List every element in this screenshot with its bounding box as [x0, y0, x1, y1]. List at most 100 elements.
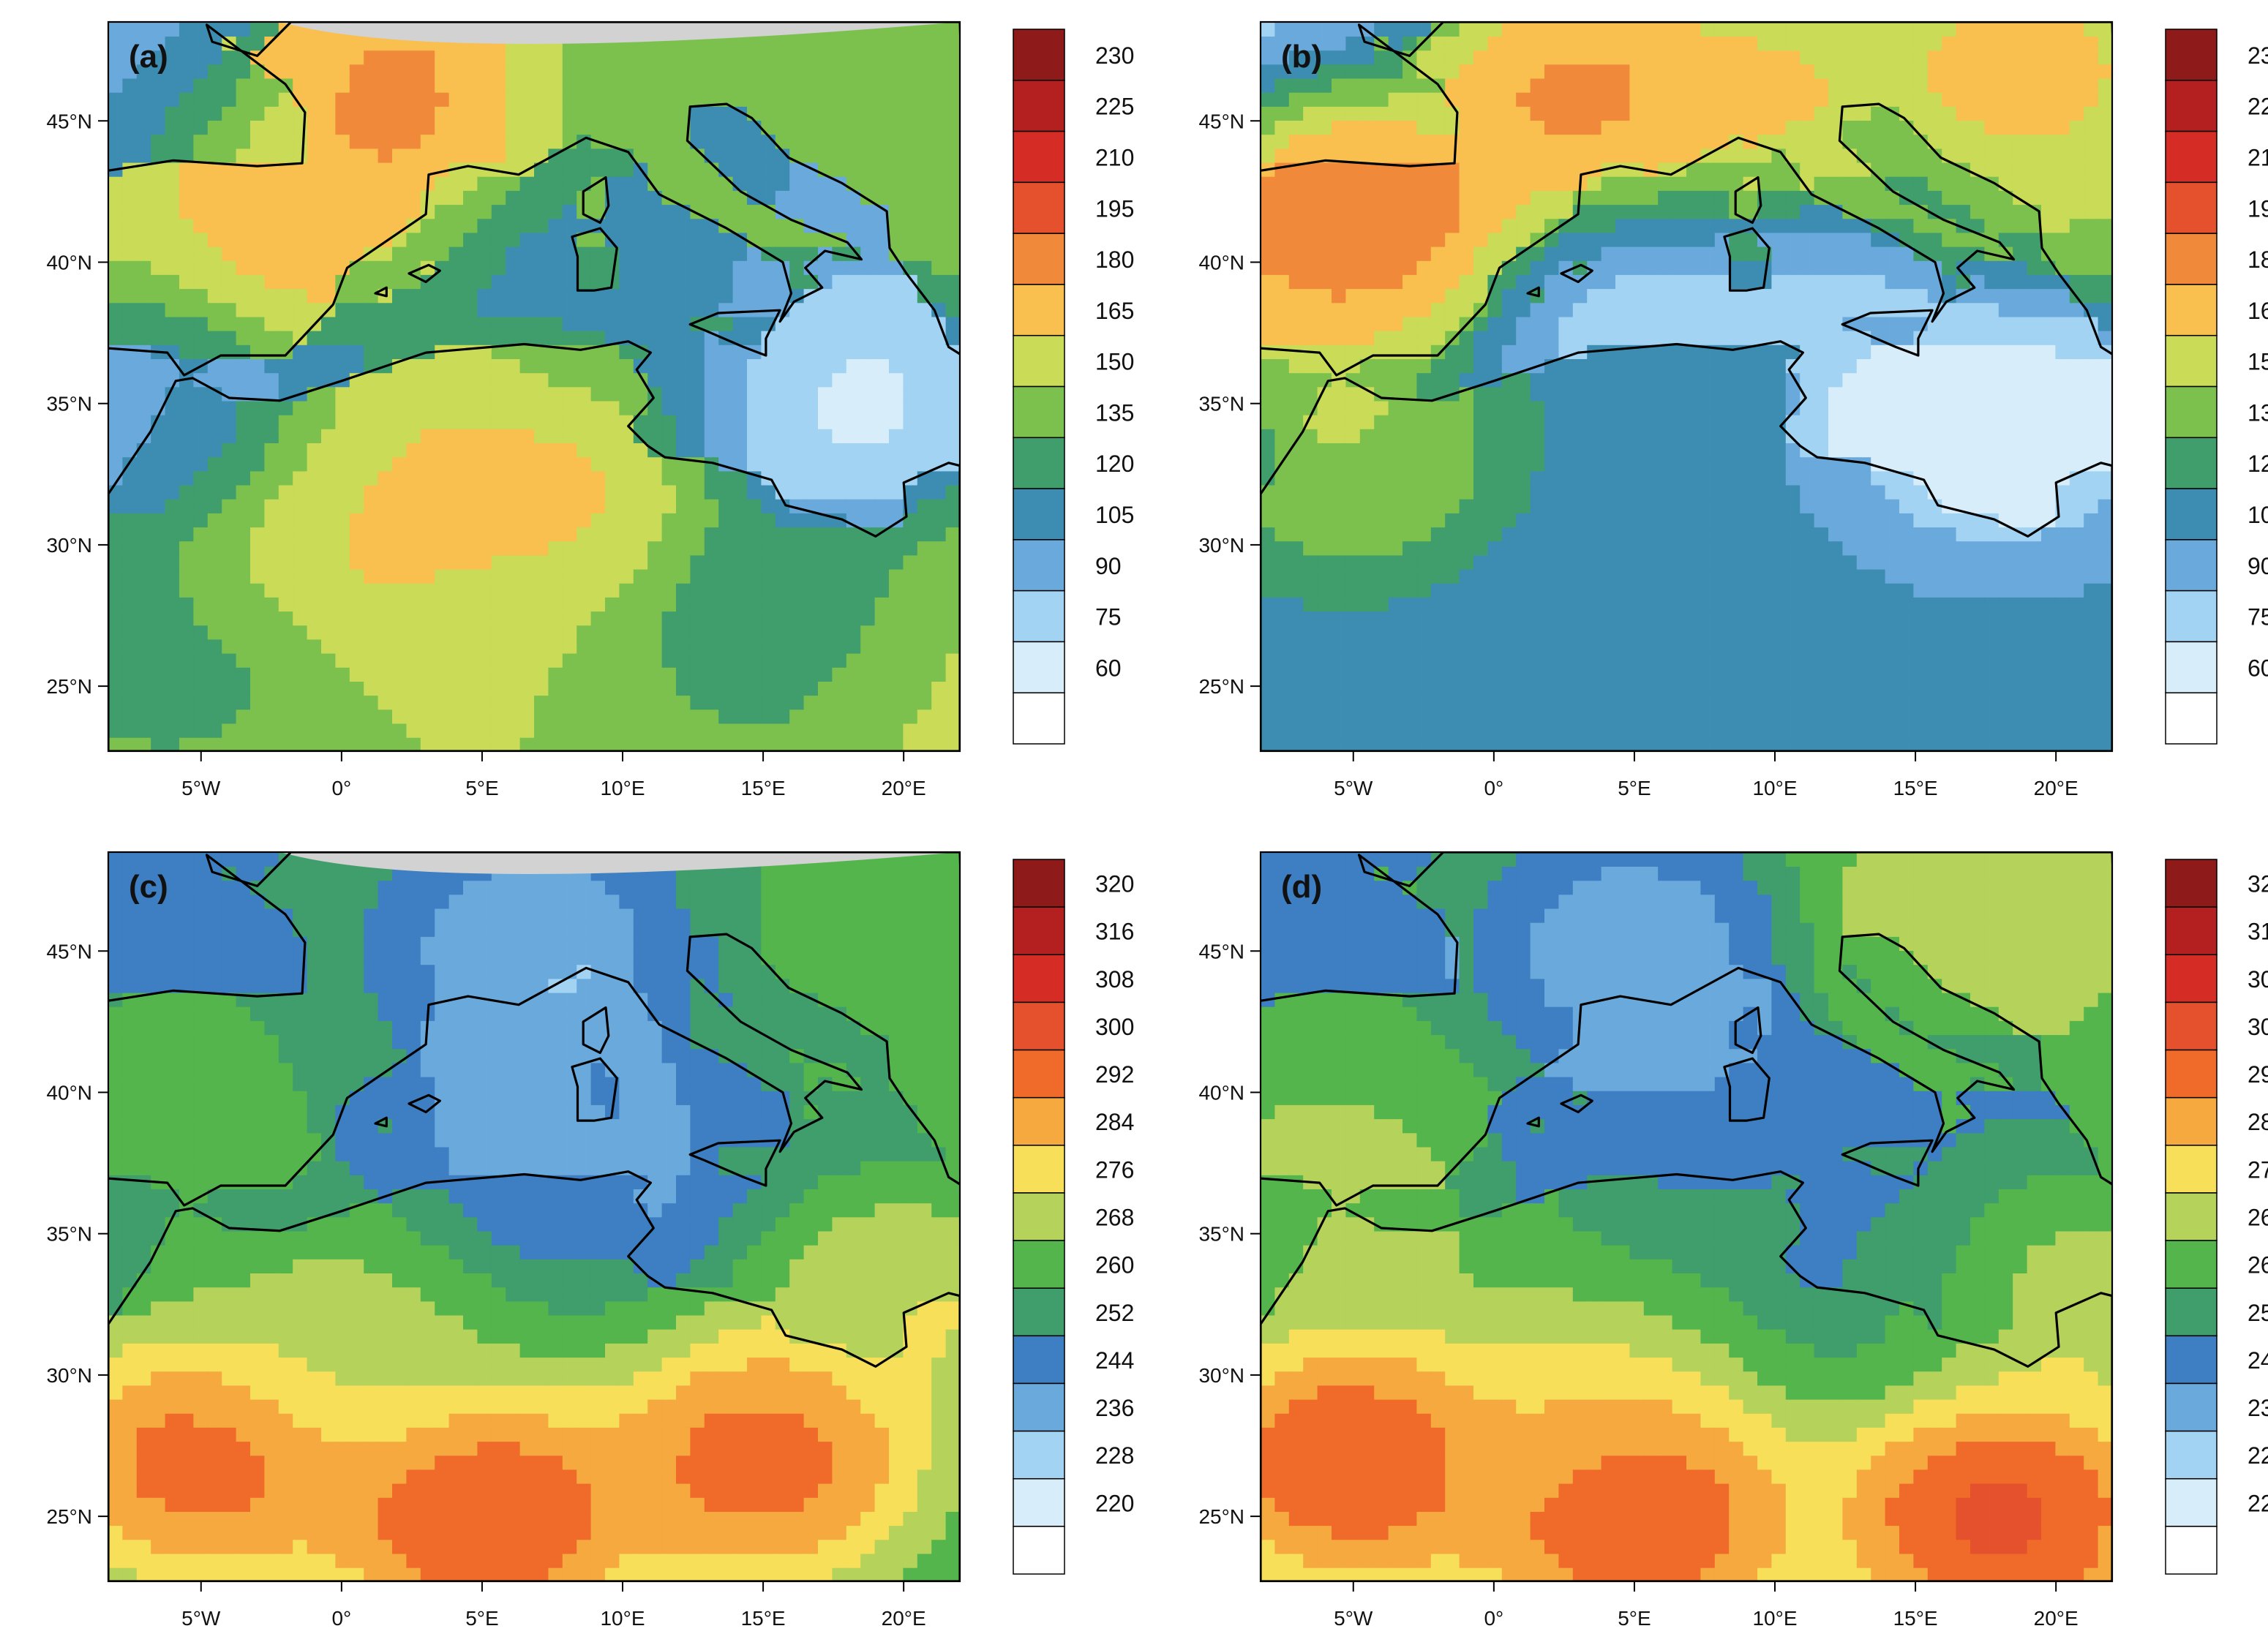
colorbar-label: 135: [2248, 399, 2268, 426]
colorbar-box: [2166, 1050, 2217, 1098]
colorbar-label: 90: [2248, 553, 2268, 579]
colorbar-label: 135: [1095, 399, 1134, 426]
lon-tick-label: 20°E: [882, 777, 926, 799]
colorbar-box: [2166, 1479, 2217, 1526]
lat-tick-label: 30°N: [46, 534, 92, 557]
lon-tick-label: 15°E: [1893, 777, 1938, 799]
colorbar-label: 195: [2248, 195, 2268, 222]
lon-tick-label: 15°E: [1893, 1607, 1938, 1630]
lon-tick-label: 20°E: [2034, 777, 2079, 799]
lon-tick-label: 0°: [331, 777, 351, 799]
colorbar-box: [1013, 1336, 1064, 1383]
colorbar-label: 195: [1095, 195, 1134, 222]
lat-tick-label: 40°N: [1198, 251, 1244, 274]
lon-tick-label: 0°: [331, 1607, 351, 1630]
colorbar-box: [2166, 437, 2217, 489]
colorbar-box: [1013, 1240, 1064, 1288]
lat-tick-label: 35°N: [46, 1223, 92, 1246]
colorbar-box: [2166, 1193, 2217, 1240]
colorbar-label: 75: [2248, 604, 2268, 630]
lat-tick-label: 45°N: [1198, 940, 1244, 963]
colorbar-label: 165: [2248, 298, 2268, 324]
lon-tick-label: 5°E: [1618, 777, 1651, 799]
colorbar-label: 90: [1095, 553, 1122, 579]
colorbar-box: [1013, 233, 1064, 285]
field-raster: [108, 852, 961, 1582]
colorbar-label: 120: [1095, 451, 1134, 477]
lon-tick-label: 5°W: [1334, 777, 1373, 799]
colorbar-label: 105: [2248, 502, 2268, 528]
panel-label: (d): [1281, 869, 1322, 905]
colorbar-label: 228: [1095, 1442, 1134, 1469]
colorbar-box: [1013, 591, 1064, 642]
colorbar-box: [2166, 80, 2217, 132]
colorbar-label: 180: [2248, 246, 2268, 273]
colorbar-box: [1013, 1526, 1064, 1574]
lon-tick-label: 10°E: [1752, 1607, 1797, 1630]
colorbar-label: 320: [1095, 871, 1134, 897]
lat-tick-label: 35°N: [46, 393, 92, 415]
colorbar-box: [2166, 1288, 2217, 1336]
colorbar-box: [2166, 1240, 2217, 1288]
colorbar-box: [2166, 1098, 2217, 1145]
colorbar-label: 220: [1095, 1490, 1134, 1516]
panel-label: (b): [1281, 39, 1322, 75]
colorbar-box: [1013, 1479, 1064, 1526]
colorbar-label: 300: [1095, 1014, 1134, 1040]
colorbar-label: 268: [1095, 1205, 1134, 1231]
colorbar-label: 308: [2248, 966, 2268, 993]
colorbar-label: 236: [1095, 1395, 1134, 1421]
colorbar-box: [1013, 285, 1064, 336]
colorbar-box: [1013, 1193, 1064, 1240]
colorbar-box: [1013, 387, 1064, 438]
field-raster: [1261, 22, 2113, 752]
lon-tick-label: 5°W: [181, 777, 221, 799]
colorbar-label: 316: [1095, 919, 1134, 945]
colorbar-label: 225: [2248, 94, 2268, 120]
colorbar-label: 165: [1095, 298, 1134, 324]
colorbar-label: 120: [2248, 451, 2268, 477]
lon-tick-label: 10°E: [600, 1607, 645, 1630]
colorbar-box: [2166, 336, 2217, 387]
colorbar-label: 220: [2248, 1490, 2268, 1516]
colorbar-box: [2166, 1145, 2217, 1193]
colorbar-label: 230: [2248, 42, 2268, 69]
colorbar-label: 284: [1095, 1109, 1134, 1135]
colorbar-label: 284: [2248, 1109, 2268, 1135]
colorbar-label: 260: [1095, 1252, 1134, 1279]
colorbar-box: [2166, 693, 2217, 744]
colorbar-label: 228: [2248, 1442, 2268, 1469]
colorbar-label: 276: [1095, 1156, 1134, 1183]
colorbar-label: 210: [2248, 144, 2268, 170]
colorbar-label: 225: [1095, 94, 1134, 120]
colorbar-label: 320: [2248, 871, 2268, 897]
colorbar-label: 300: [2248, 1014, 2268, 1040]
colorbar-label: 236: [2248, 1395, 2268, 1421]
colorbar-box: [1013, 182, 1064, 233]
colorbar-label: 244: [1095, 1347, 1134, 1374]
colorbar-box: [1013, 859, 1064, 907]
panel-label: (c): [129, 869, 168, 905]
lon-tick-label: 5°W: [181, 1607, 221, 1630]
colorbar-label: 150: [2248, 349, 2268, 375]
colorbar-label: 276: [2248, 1156, 2268, 1183]
lat-tick-label: 30°N: [1198, 1364, 1244, 1387]
colorbar-label: 230: [1095, 42, 1134, 69]
colorbar-label: 105: [1095, 502, 1134, 528]
colorbar-box: [1013, 641, 1064, 693]
colorbar-label: 292: [1095, 1061, 1134, 1088]
lat-tick-label: 25°N: [1198, 675, 1244, 698]
lon-tick-label: 15°E: [741, 777, 786, 799]
lat-tick-label: 30°N: [1198, 534, 1244, 557]
colorbar-box: [1013, 1383, 1064, 1431]
colorbar-label: 260: [2248, 1252, 2268, 1279]
colorbar-box: [2166, 182, 2217, 233]
colorbar-label: 244: [2248, 1347, 2268, 1374]
colorbar-box: [2166, 955, 2217, 1002]
lon-tick-label: 5°E: [465, 1607, 498, 1630]
